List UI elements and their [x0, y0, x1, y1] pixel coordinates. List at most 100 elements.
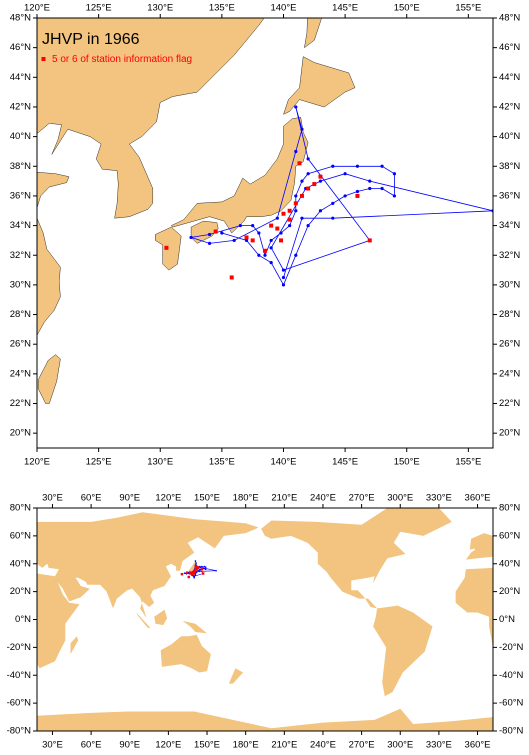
- flagged-station: [180, 573, 184, 576]
- station-point: [392, 172, 397, 176]
- station-point: [368, 179, 372, 183]
- flagged-station: [196, 566, 200, 569]
- x-tick-label-bottom: 90°E: [119, 740, 140, 751]
- station-point: [300, 216, 304, 220]
- x-tick-label-top: 150°E: [194, 493, 220, 504]
- x-tick-label-top: 360°E: [465, 493, 491, 504]
- station-point: [207, 232, 212, 237]
- flagged-station: [355, 193, 360, 198]
- land: [182, 620, 207, 634]
- y-tick-label-right: 46°N: [499, 42, 520, 53]
- station-point: [257, 253, 261, 257]
- station-point: [306, 157, 310, 161]
- station-point: [193, 576, 195, 578]
- x-tick-label-top: 330°E: [426, 493, 452, 504]
- x-tick-label-bottom: 270°E: [349, 740, 375, 751]
- station-point: [279, 231, 283, 235]
- land: [228, 668, 244, 684]
- flagged-station: [194, 565, 198, 568]
- y-tick-label-right: 22°N: [499, 398, 520, 409]
- x-tick-label-top: 125°E: [86, 3, 112, 14]
- station-point: [275, 216, 279, 220]
- station-point: [343, 194, 347, 198]
- flagged-station: [213, 229, 218, 234]
- y-tick-label-right: 28°N: [499, 309, 520, 320]
- y-tick-label-left: 40°N: [10, 558, 31, 569]
- flagged-station: [229, 275, 234, 280]
- x-tick-label-top: 180°E: [233, 493, 259, 504]
- station-point: [355, 189, 360, 194]
- station-point: [343, 172, 347, 176]
- station-point: [198, 570, 201, 573]
- station-point: [257, 231, 261, 235]
- station-point: [355, 164, 360, 168]
- y-tick-label-right: 32°N: [499, 250, 520, 261]
- station-point: [203, 567, 206, 570]
- x-tick-label-bottom: 30°E: [42, 740, 63, 751]
- x-tick-label-top: 120°E: [155, 493, 181, 504]
- flagged-station: [293, 201, 298, 206]
- flagged-station: [275, 226, 280, 231]
- land: [181, 561, 197, 574]
- station-point: [294, 194, 298, 198]
- x-tick-label-bottom: 360°E: [465, 740, 491, 751]
- x-tick-label-top: 270°E: [349, 493, 375, 504]
- station-point: [380, 186, 384, 191]
- world-land: [37, 508, 493, 731]
- station-point: [215, 569, 217, 572]
- y-tick-label-left: -40°N: [7, 670, 32, 681]
- station-point: [195, 562, 197, 564]
- y-tick-label-right: -80°N: [499, 726, 524, 737]
- y-tick-label-left: -60°N: [7, 698, 32, 709]
- flagged-station: [312, 182, 317, 187]
- y-tick-label-left: 28°N: [10, 309, 31, 320]
- flagged-station: [269, 223, 274, 228]
- y-tick-label-right: 30°N: [499, 279, 520, 290]
- flagged-station: [201, 572, 205, 575]
- flagged-station: [185, 571, 189, 574]
- station-point: [294, 105, 298, 109]
- flagged-station: [318, 174, 323, 179]
- y-tick-label-left: 22°N: [10, 398, 31, 409]
- x-tick-label-bottom: 155°E: [455, 457, 481, 468]
- station-point: [207, 241, 212, 245]
- flagged-station: [279, 238, 284, 243]
- flagged-station: [299, 193, 304, 198]
- y-tick-label-right: 40°N: [499, 131, 520, 142]
- y-tick-label-right: 26°N: [499, 339, 520, 350]
- station-point: [294, 149, 298, 154]
- land: [170, 117, 309, 234]
- x-tick-label-top: 90°E: [119, 493, 140, 504]
- station-point: [281, 268, 286, 272]
- y-tick-label-right: 48°N: [499, 13, 520, 24]
- land: [283, 56, 356, 115]
- station-point: [201, 565, 203, 568]
- x-tick-label-top: 120°E: [24, 3, 50, 14]
- station-point: [368, 186, 372, 191]
- y-tick-label-left: 0°N: [15, 614, 31, 625]
- station-point: [194, 560, 197, 562]
- x-tick-label-bottom: 330°E: [426, 740, 452, 751]
- y-tick-label-left: 40°N: [10, 131, 31, 142]
- land: [37, 573, 80, 669]
- land: [455, 567, 493, 648]
- station-point: [281, 275, 286, 280]
- flagged-station: [244, 235, 249, 240]
- y-tick-label-right: 44°N: [499, 72, 520, 83]
- station-point: [220, 231, 224, 235]
- flagged-station: [191, 573, 194, 576]
- y-tick-label-left: 46°N: [10, 42, 31, 53]
- flagged-station: [367, 238, 372, 243]
- y-tick-label-left: 20°N: [10, 428, 31, 439]
- station-point: [203, 565, 206, 568]
- station-point: [281, 283, 286, 287]
- station-point: [183, 572, 186, 575]
- flagged-station: [297, 161, 302, 166]
- x-tick-label-bottom: 60°E: [81, 740, 102, 751]
- flagged-station: [281, 211, 286, 216]
- legend-swatch: [41, 57, 46, 61]
- land: [37, 708, 493, 731]
- station-point: [263, 253, 267, 257]
- station-point: [294, 209, 298, 213]
